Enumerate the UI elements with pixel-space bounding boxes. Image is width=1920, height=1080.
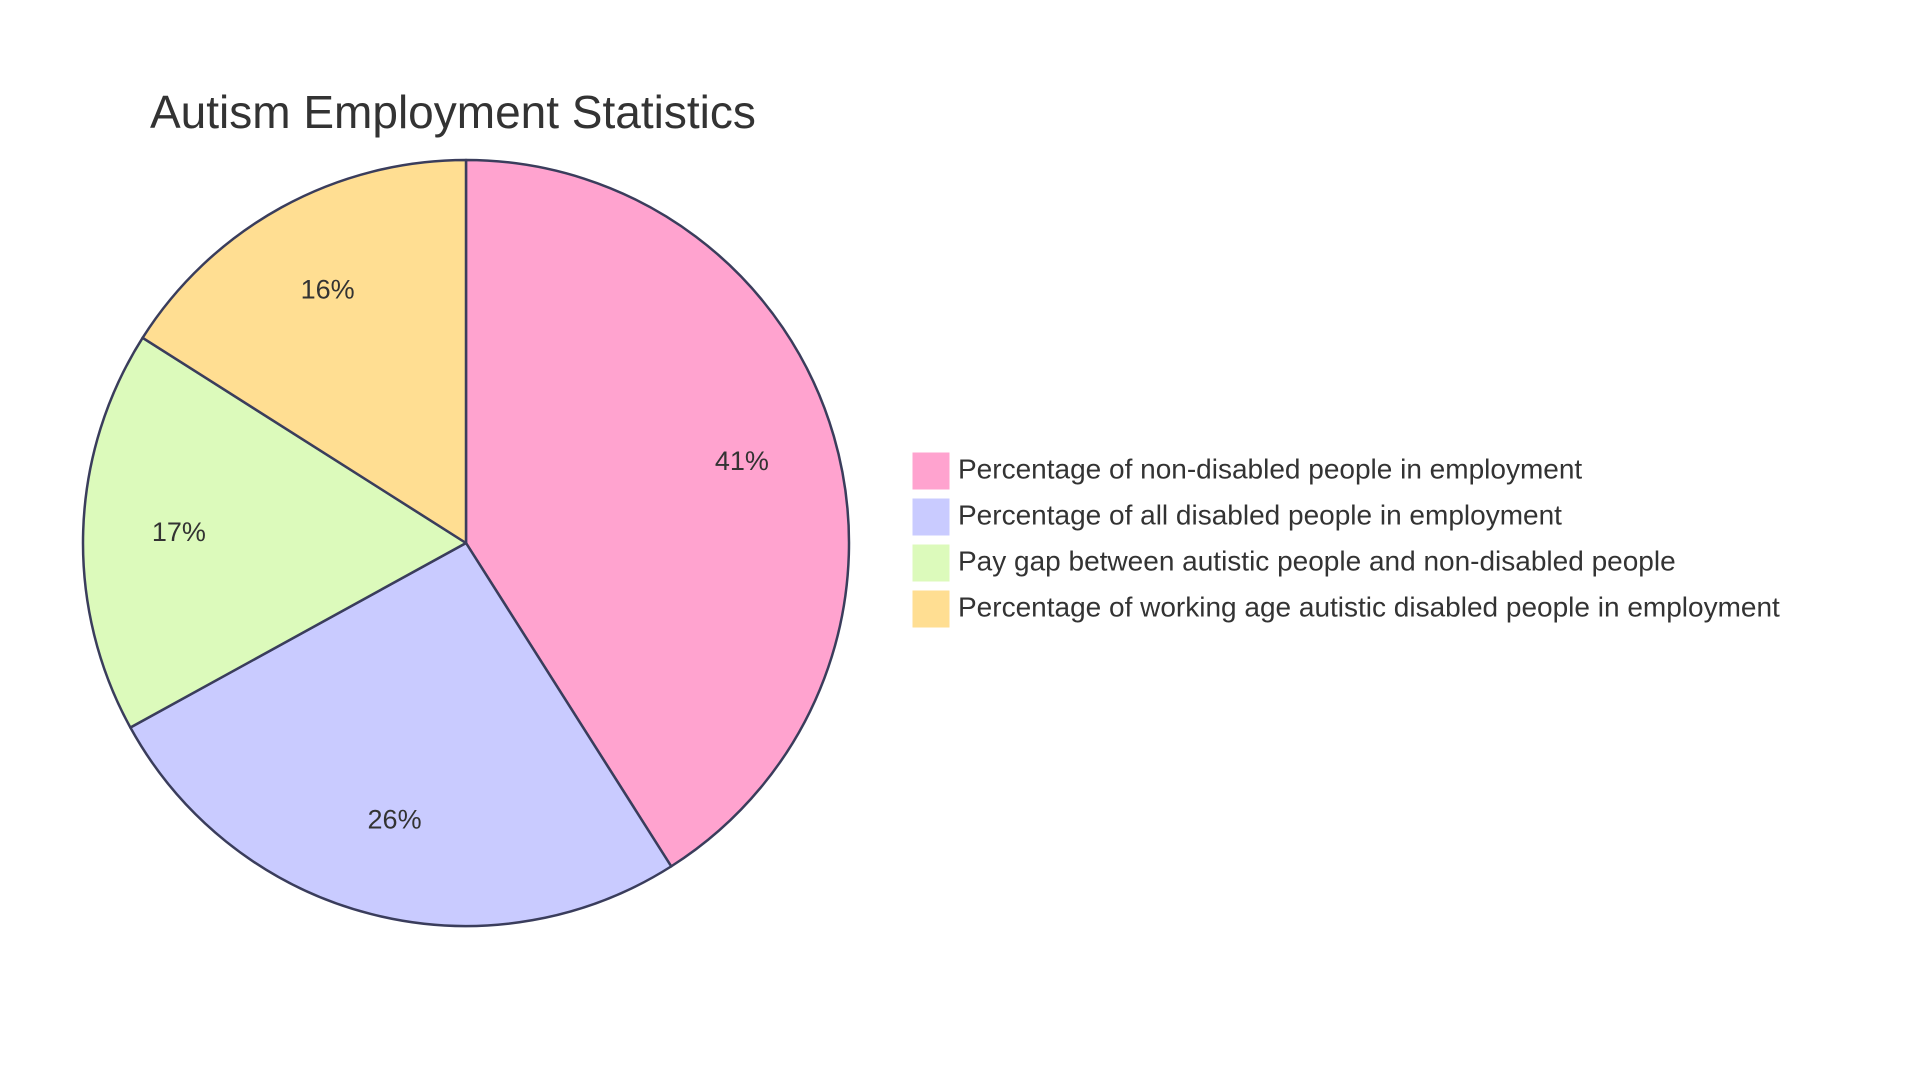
pie-slice-3 <box>81 336 468 729</box>
legend-swatch-3 <box>911 543 951 583</box>
chart-title: Autism Employment Statistics <box>150 86 756 138</box>
legend-swatch-1 <box>911 451 951 491</box>
legend-label-2: Percentage of all disabled people in emp… <box>958 499 1562 530</box>
pie-slice-labels: 41% 26% 17% 16% <box>152 274 769 834</box>
pie-slice-4 <box>141 158 468 545</box>
pie-slice-label-2: 26% <box>368 804 422 834</box>
legend-label-4: Percentage of working age autistic disab… <box>958 591 1780 622</box>
legend: Percentage of non-disabled people in emp… <box>911 451 1780 629</box>
legend-label-1: Percentage of non-disabled people in emp… <box>958 453 1582 484</box>
pie-slice-label-1: 41% <box>715 446 769 476</box>
pie-slices <box>81 158 851 928</box>
legend-swatch-4 <box>911 589 951 629</box>
pie-slice-2 <box>129 541 673 928</box>
pie-slice-1 <box>464 158 851 868</box>
pie-slice-label-3: 17% <box>152 517 206 547</box>
legend-label-3: Pay gap between autistic people and non-… <box>958 545 1676 576</box>
legend-swatch-2 <box>911 497 951 537</box>
pie-slice-label-4: 16% <box>301 274 355 304</box>
